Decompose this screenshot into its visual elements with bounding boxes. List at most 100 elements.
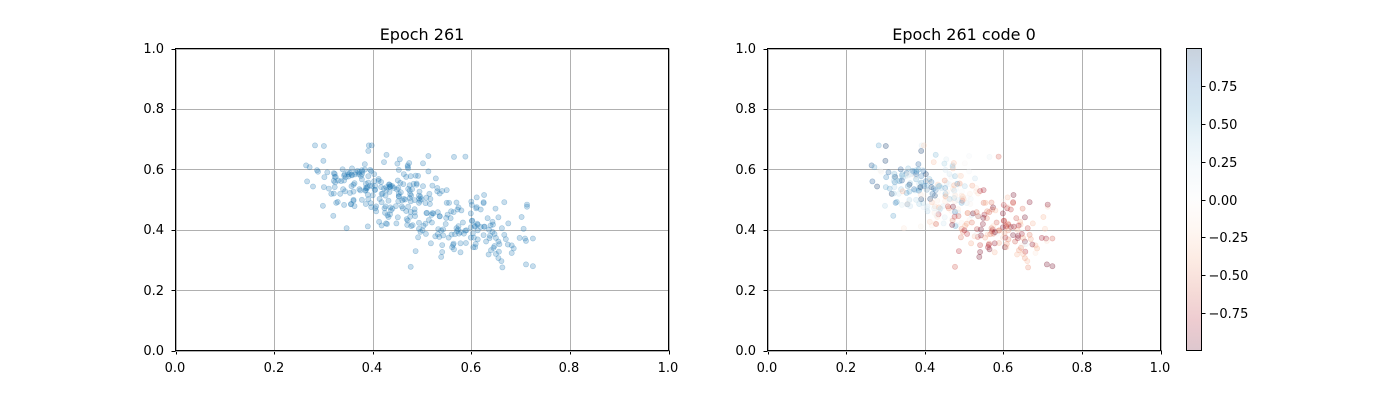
scatter-point: [923, 182, 930, 189]
scatter-point: [1019, 205, 1026, 212]
scatter-point: [937, 183, 944, 190]
scatter-point: [916, 201, 923, 207]
scatter-point: [954, 180, 961, 187]
colorbar-ticks: 0.75 0.50 0.25 0.00 −0.25 −0.50 −0.75: [1201, 80, 1248, 322]
scatter-point: [950, 185, 956, 192]
scatter-point: [942, 198, 948, 205]
scatter-point: [357, 187, 364, 194]
scatter-point: [926, 177, 933, 184]
scatter-point: [371, 186, 378, 193]
scatter-point: [477, 224, 484, 230]
scatter-point: [975, 213, 981, 220]
scatter-point: [365, 142, 372, 149]
colorbar-tick-label: 0.00: [1209, 194, 1238, 209]
scatter-point: [1003, 223, 1009, 230]
scatter-point: [1001, 217, 1007, 224]
scatter-point: [348, 201, 354, 208]
scatter-point: [1010, 223, 1017, 230]
scatter-point: [964, 194, 971, 201]
scatter-point: [956, 248, 962, 254]
scatter-point: [977, 249, 983, 255]
scatter-point: [423, 210, 430, 216]
scatter-point: [940, 220, 947, 227]
scatter-point: [1016, 247, 1022, 254]
scatter-point: [341, 177, 347, 184]
scatter-point: [364, 184, 371, 190]
scatter-point: [1004, 194, 1011, 201]
scatter-point: [362, 185, 369, 191]
scatter-point: [460, 230, 467, 237]
scatter-point: [413, 181, 420, 188]
scatter-point: [502, 236, 509, 242]
scatter-point: [356, 186, 363, 193]
scatter-point: [1000, 217, 1007, 224]
scatter-point: [937, 205, 944, 212]
scatter-point: [409, 186, 415, 193]
scatter-point: [393, 220, 400, 227]
scatter-point: [487, 222, 494, 229]
scatter-point: [383, 187, 390, 193]
scatter-point: [436, 213, 443, 220]
scatter-point: [403, 208, 410, 214]
scatter-point: [490, 221, 496, 228]
scatter-point: [950, 160, 957, 166]
scatter-point: [362, 201, 369, 207]
scatter-point: [394, 160, 401, 167]
scatter-point: [909, 167, 916, 174]
scatter-point: [991, 240, 998, 247]
scatter-point: [899, 171, 906, 178]
scatter-point: [913, 176, 919, 183]
scatter-point: [346, 171, 352, 178]
y-tick-label: 1.0: [143, 42, 164, 57]
scatter-point: [935, 181, 941, 188]
scatter-point: [936, 207, 943, 214]
scatter-point: [983, 215, 990, 222]
scatter-point: [869, 178, 876, 185]
scatter-point: [434, 231, 441, 238]
scatter-point: [952, 198, 958, 205]
scatter-point: [530, 263, 536, 270]
scatter-point: [361, 161, 368, 168]
scatter-point: [427, 195, 434, 202]
scatter-point: [928, 222, 935, 229]
scatter-point: [383, 184, 390, 190]
scatter-point: [942, 166, 949, 173]
scatter-point: [312, 142, 318, 149]
scatter-point: [447, 215, 454, 222]
scatter-point: [347, 169, 353, 176]
scatter-point: [367, 182, 374, 189]
scatter-point: [386, 188, 393, 195]
scatter-point: [958, 219, 965, 226]
scatter-point: [1007, 206, 1014, 213]
scatter-point: [383, 220, 389, 227]
scatter-point: [384, 221, 390, 227]
scatter-point: [916, 187, 923, 193]
scatter-point: [456, 230, 462, 237]
scatter-point: [1024, 258, 1031, 264]
scatter-point: [958, 225, 965, 232]
scatter-point: [473, 204, 480, 210]
scatter-point: [920, 204, 927, 210]
scatter-point: [961, 227, 968, 234]
scatter-point: [1044, 237, 1050, 244]
scatter-point: [492, 250, 499, 257]
scatter-point: [1000, 224, 1006, 231]
scatter-point: [977, 188, 983, 194]
scatter-point: [452, 231, 458, 238]
scatter-point: [501, 231, 508, 238]
scatter-point: [369, 192, 376, 199]
scatter-point: [428, 219, 435, 226]
scatter-point: [332, 179, 339, 186]
scatter-point: [425, 168, 432, 175]
scatter-point: [350, 188, 357, 195]
scatter-point: [941, 186, 947, 193]
scatter-point: [486, 235, 493, 242]
scatter-point: [1010, 232, 1016, 238]
scatter-point: [916, 180, 923, 187]
scatter-point: [1013, 215, 1020, 222]
scatter-point: [949, 221, 956, 228]
scatter-point: [520, 225, 527, 232]
scatter-point: [948, 173, 955, 180]
scatter-point: [892, 173, 899, 180]
scatter-point: [469, 217, 476, 224]
